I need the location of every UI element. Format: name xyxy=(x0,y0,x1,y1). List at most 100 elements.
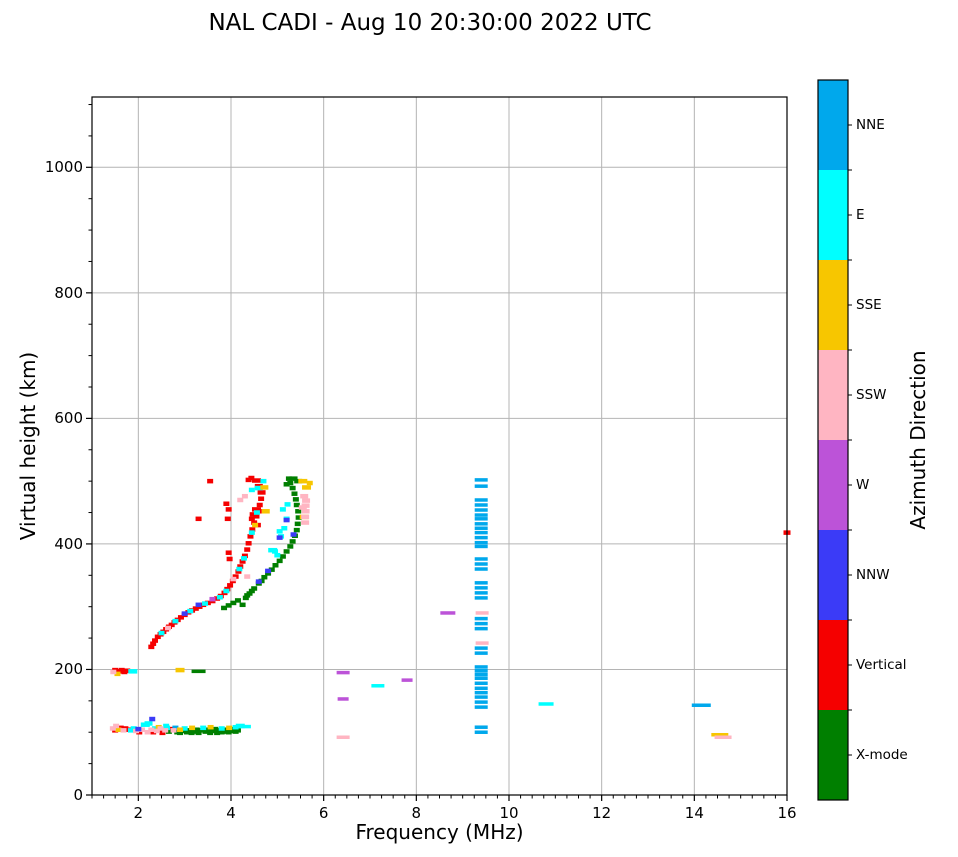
data-point-e xyxy=(272,549,279,554)
data-point-ssw xyxy=(301,509,310,514)
data-point-vertical xyxy=(168,622,175,628)
data-point-x-mode xyxy=(294,521,301,527)
x-tick-label: 14 xyxy=(684,804,704,822)
data-point-e xyxy=(187,608,194,614)
data-point-ssw xyxy=(244,574,251,579)
data-point-nne xyxy=(474,544,488,549)
data-point-nne xyxy=(474,700,488,704)
y-tick-label: 800 xyxy=(54,283,83,302)
data-point-vertical xyxy=(241,553,248,559)
data-point-nnw xyxy=(265,568,272,574)
data-point-nne xyxy=(474,681,488,686)
data-point-ssw xyxy=(301,514,310,520)
data-point-nne xyxy=(474,484,488,488)
data-point-w xyxy=(337,697,349,701)
data-point-x-mode xyxy=(287,480,294,486)
data-point-x-mode xyxy=(225,603,232,608)
colorbar-segment-nnw xyxy=(818,530,848,621)
data-point-nne xyxy=(474,668,488,673)
data-point-sse xyxy=(189,725,196,731)
data-point-vertical xyxy=(159,730,166,736)
y-tick-label: 400 xyxy=(54,534,83,553)
x-tick-label: 16 xyxy=(777,804,797,822)
data-point-vertical xyxy=(154,634,161,640)
data-point-w xyxy=(440,611,456,615)
data-point-x-mode xyxy=(242,595,249,601)
data-point-vertical xyxy=(247,534,254,539)
data-point-sse xyxy=(260,485,269,490)
colorbar-label-vertical: Vertical xyxy=(856,657,907,673)
data-point-nne xyxy=(474,596,488,600)
data-point-ssw xyxy=(714,735,732,740)
data-point-nnw xyxy=(181,611,188,616)
colorbar-segment-e xyxy=(818,170,848,261)
data-point-ssw xyxy=(336,735,350,740)
data-point-vertical xyxy=(245,541,252,546)
colorbar-axis-label: Azimuth Direction xyxy=(906,350,930,530)
data-point-e xyxy=(279,507,286,512)
x-tick-label: 10 xyxy=(499,804,519,822)
y-tick-label: 200 xyxy=(54,660,83,679)
data-point-ssw xyxy=(298,505,307,510)
colorbar-label-x-mode: X-mode xyxy=(856,747,908,763)
data-point-x-mode xyxy=(214,730,221,736)
data-point-nnw xyxy=(135,726,142,732)
data-point-e xyxy=(254,485,263,491)
data-point-x-mode xyxy=(276,558,283,564)
data-point-nne xyxy=(474,665,488,669)
data-point-sse xyxy=(252,522,259,528)
data-point-vertical xyxy=(256,502,263,508)
data-point-ssw xyxy=(144,729,151,735)
data-point-vertical xyxy=(239,559,246,564)
data-point-vertical xyxy=(249,527,256,532)
data-point-nne xyxy=(474,686,488,691)
data-point-w xyxy=(336,670,350,675)
data-point-nne xyxy=(474,690,488,695)
data-point-x-mode xyxy=(204,727,211,732)
data-point-vertical xyxy=(207,478,214,484)
data-point-nne xyxy=(474,478,488,482)
data-point-x-mode xyxy=(230,600,237,606)
data-point-w xyxy=(209,596,216,602)
data-point-nne xyxy=(474,695,488,699)
data-point-nne xyxy=(474,730,488,734)
colorbar-label-nnw: NNW xyxy=(856,567,890,583)
data-point-sse xyxy=(114,671,121,677)
data-point-x-mode xyxy=(289,485,296,491)
data-point-w xyxy=(401,678,413,682)
data-point-sse xyxy=(207,724,214,730)
data-point-e xyxy=(538,702,554,706)
data-point-e xyxy=(130,726,137,731)
data-point-e xyxy=(223,588,230,594)
data-point-vertical xyxy=(248,516,255,522)
data-point-vertical xyxy=(195,516,202,522)
data-point-vertical xyxy=(245,477,252,483)
data-point-x-mode xyxy=(293,527,300,533)
data-point-vertical xyxy=(251,520,258,525)
data-point-vertical xyxy=(232,574,239,579)
colorbar-segment-ssw xyxy=(818,350,848,441)
data-point-ssw xyxy=(475,611,489,615)
data-point-e xyxy=(158,630,165,636)
data-point-x-mode xyxy=(287,544,294,549)
chart-title: NAL CADI - Aug 10 20:30:00 2022 UTC xyxy=(208,10,652,36)
data-point-nne xyxy=(474,522,488,526)
data-point-e xyxy=(276,529,283,534)
data-point-nne xyxy=(474,513,488,517)
colorbar-label-nne: NNE xyxy=(856,117,885,133)
data-point-x-mode xyxy=(289,539,296,544)
data-point-ssw xyxy=(164,625,171,631)
data-point-vertical xyxy=(258,496,265,501)
data-point-x-mode xyxy=(239,602,246,608)
data-point-x-mode xyxy=(295,509,302,514)
data-point-e xyxy=(181,726,188,731)
data-point-x-mode xyxy=(279,554,286,559)
data-point-x-mode xyxy=(246,591,253,596)
data-point-e xyxy=(281,525,288,531)
data-point-x-mode xyxy=(165,729,172,734)
data-point-x-mode xyxy=(268,567,275,572)
data-point-nnw xyxy=(283,517,290,523)
data-point-nne xyxy=(474,530,488,535)
data-point-e xyxy=(260,478,267,484)
data-point-vertical xyxy=(223,501,230,506)
